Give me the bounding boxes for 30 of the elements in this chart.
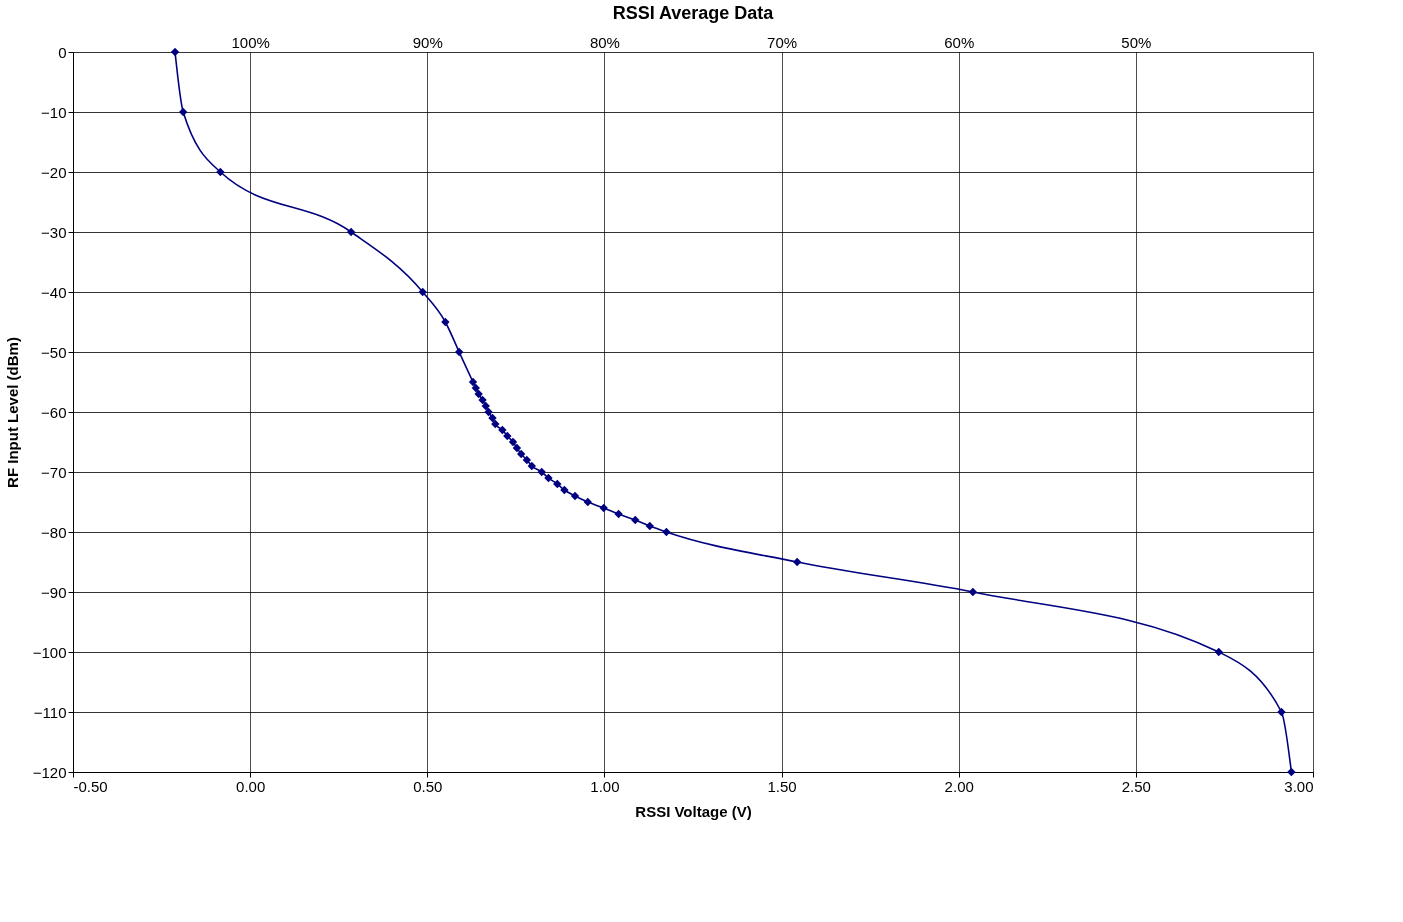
x2-tick-label: 90% [412, 33, 443, 51]
x2-tick-label: 70% [767, 33, 798, 51]
x-tick-label: 3.00 [1284, 777, 1314, 795]
y-tick-label: −60 [41, 403, 67, 421]
y-tick-label: −110 [33, 703, 67, 721]
x-tick-label: 2.50 [1121, 777, 1151, 795]
y-tick-label: 0 [58, 43, 67, 61]
y-tick-label: −10 [41, 103, 67, 121]
x-tick-label: 2.00 [944, 777, 974, 795]
y-tick-label: −70 [41, 463, 67, 481]
y-tick-label: −40 [41, 283, 67, 301]
y-tick-label: −80 [41, 523, 67, 541]
y-tick-label: −120 [32, 763, 67, 781]
x-tick-label: -0.50 [73, 777, 108, 795]
x2-tick-label: 100% [231, 33, 270, 51]
y-tick-label: −90 [41, 583, 67, 601]
x2-tick-label: 80% [589, 33, 620, 51]
x-tick-label: 0.50 [413, 777, 443, 795]
y-tick-label: −100 [32, 643, 67, 661]
x-axis-title: RSSI Voltage (V) [635, 802, 752, 820]
y-tick-label: −20 [41, 163, 67, 181]
x-tick-label: 0.00 [236, 777, 266, 795]
chart-title: RSSI Average Data [612, 3, 775, 23]
x2-tick-label: 50% [1121, 33, 1152, 51]
y-tick-label: −30 [41, 223, 67, 241]
y-tick-label: −50 [41, 343, 67, 361]
x2-tick-label: 60% [944, 33, 975, 51]
x-tick-label: 1.50 [767, 777, 797, 795]
y-axis-title: RF Input Level (dBm) [3, 337, 21, 488]
x-tick-label: 1.00 [590, 777, 620, 795]
